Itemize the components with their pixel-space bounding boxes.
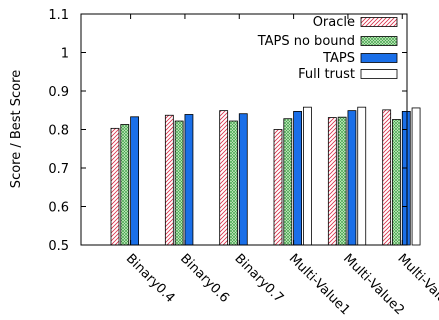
y-axis-label: Score / Best Score — [9, 70, 24, 188]
y-tick-label: 0.8 — [48, 124, 69, 139]
bar-full-trust — [357, 106, 367, 246]
legend-swatch — [360, 69, 398, 79]
y-tick-label: 0.5 — [48, 239, 69, 254]
bar-taps — [238, 113, 248, 246]
y-tick-label: 1 — [61, 47, 69, 62]
bar-taps-no-bound — [120, 124, 130, 246]
bar-taps-no-bound — [337, 116, 347, 246]
bar-taps — [184, 114, 194, 246]
legend-swatch — [360, 53, 398, 63]
bar-oracle — [382, 109, 392, 246]
bar-oracle — [219, 110, 229, 246]
bar-oracle — [164, 114, 174, 246]
bar-full-trust — [411, 107, 421, 246]
bar-oracle — [110, 127, 120, 246]
bar-oracle — [273, 129, 283, 246]
legend-label: TAPS no bound — [257, 34, 355, 49]
bar-taps — [293, 111, 303, 246]
legend-label: Oracle — [313, 15, 355, 30]
x-tick-label: Binary0.7 — [231, 251, 286, 306]
bar-taps — [347, 110, 357, 246]
bar-taps-no-bound — [174, 120, 184, 246]
bar-taps-no-bound — [392, 119, 401, 246]
y-tick-label: 0.6 — [48, 201, 69, 216]
x-tick-label: Binary0.6 — [177, 251, 232, 306]
bar-taps-no-bound — [283, 118, 293, 246]
bar-taps — [130, 116, 140, 246]
y-tick-label: 0.7 — [48, 162, 69, 177]
legend-swatch — [360, 36, 398, 46]
legend-label: Full trust — [298, 67, 355, 82]
bar-full-trust — [302, 106, 312, 246]
bar-taps — [401, 111, 411, 246]
y-tick-label: 1.1 — [48, 8, 69, 23]
bar-oracle — [327, 117, 337, 246]
legend-label: TAPS — [322, 51, 355, 66]
legend-swatch — [360, 17, 398, 27]
bar-taps-no-bound — [229, 120, 238, 246]
y-tick-label: 0.9 — [48, 85, 69, 100]
x-tick-label: Binary0.4 — [123, 251, 178, 306]
